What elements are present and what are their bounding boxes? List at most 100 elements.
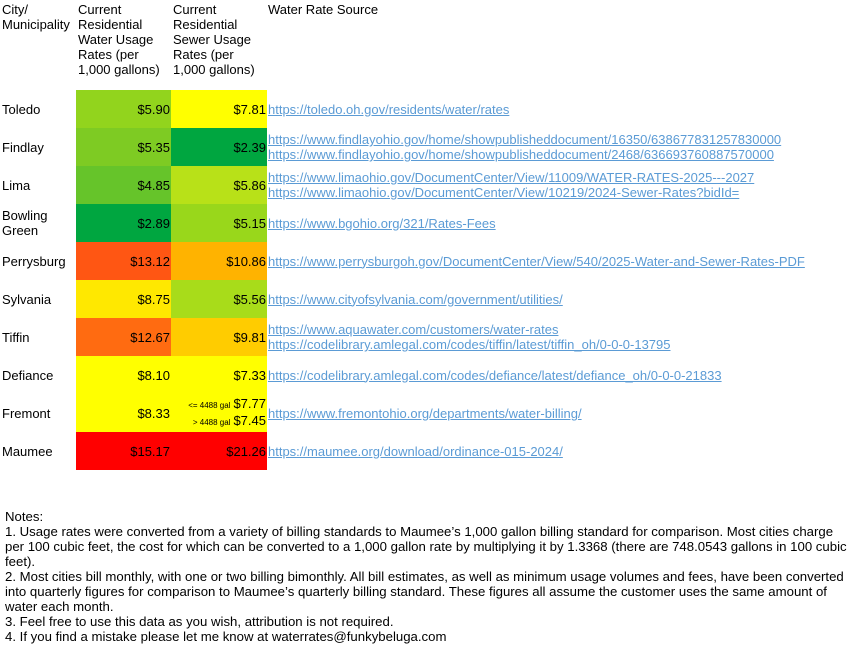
city-name-text: Bowling Green <box>2 208 48 238</box>
city-name-line: Findlay <box>2 139 44 155</box>
city-name-text: Maumee <box>2 444 53 459</box>
source-link[interactable]: https://www.limaohio.gov/DocumentCenter/… <box>268 185 740 200</box>
water-rate-cell: $8.10 <box>76 356 171 394</box>
sewer-tier-value: $7.77 <box>233 396 266 411</box>
city-name-line: Sylvania <box>2 291 52 307</box>
city-name-text: Lima <box>2 178 30 193</box>
header-water-rate: Current Residential Water Usage Rates (per 1… <box>78 2 160 77</box>
water-rate-cell: $15.17 <box>76 432 171 470</box>
source-links: https://www.aquawater.com/customers/wate… <box>268 318 671 356</box>
header-line: 1,000 gallons) <box>173 62 255 77</box>
table-row: Lima $4.85 $5.86 https://www.limaohio.gov/D… <box>0 166 858 204</box>
sewer-tier-label: <= 4488 gal <box>188 401 231 410</box>
city-name-line: Lima <box>2 177 31 193</box>
source-links: https://www.findlayohio.gov/home/showpub… <box>268 128 781 166</box>
city-name: Perrysburg <box>2 242 76 280</box>
table-row: Perrysburg $13.12 $10.86 https://www.perrys… <box>0 242 858 280</box>
city-name-line: Perrysburg <box>2 253 66 269</box>
city-name: Toledo <box>2 90 76 128</box>
city-name-line: Green <box>2 223 39 238</box>
header-sewer-rate: Current Residential Sewer Usage Rates (per 1… <box>173 2 255 77</box>
header-line: Residential <box>173 17 238 32</box>
source-link[interactable]: https://maumee.org/download/ordinance-01… <box>268 443 563 459</box>
sewer-rate-cell: $5.15 <box>171 204 267 242</box>
city-name: Fremont <box>2 394 76 432</box>
sewer-tier: <= 4488 gal $7.77 <box>188 396 266 413</box>
sewer-rate-cell: $7.81 <box>171 90 267 128</box>
header-line: Sewer Usage <box>173 32 252 47</box>
city-name-text: Tiffin <box>2 330 29 345</box>
source-link[interactable]: https://www.bgohio.org/321/Rates-Fees <box>268 215 496 231</box>
table-row: Findlay $5.35 $2.39 https://www.findlayohio… <box>0 128 858 166</box>
header-line: Residential <box>78 17 143 32</box>
city-name: Sylvania <box>2 280 76 318</box>
source-links: https://toledo.oh.gov/residents/water/ra… <box>268 90 509 128</box>
source-link[interactable]: https://www.aquawater.com/customers/wate… <box>268 322 559 337</box>
table-row: Sylvania $8.75 $5.56 https://www.cityofsylv… <box>0 280 858 318</box>
header-line: Current <box>173 2 217 17</box>
source-link[interactable]: https://codelibrary.amlegal.com/codes/de… <box>268 367 722 383</box>
sewer-tier-list: <= 4488 gal $7.77 > 4488 gal $7.45 <box>188 396 266 430</box>
note-line: 2. Most cities bill monthly, with one or… <box>5 569 844 614</box>
header-source: Water Rate Source <box>268 2 378 17</box>
city-name-line: Maumee <box>2 443 53 459</box>
note-line: 3. Feel free to use this data as you wis… <box>5 614 394 629</box>
water-rate-cell: $2.89 <box>76 204 171 242</box>
sewer-rate-cell: <= 4488 gal $7.77 > 4488 gal $7.45 <box>171 394 267 432</box>
city-name-text: Fremont <box>2 406 50 421</box>
city-name: Lima <box>2 166 76 204</box>
header-line: Water Usage <box>78 32 154 47</box>
header-line: 1,000 gallons) <box>78 62 160 77</box>
table-row: Toledo $5.90 $7.81 https://toledo.oh.gov/re… <box>0 90 858 128</box>
sewer-tier: > 4488 gal $7.45 <box>193 413 266 430</box>
source-link[interactable]: https://www.findlayohio.gov/home/showpub… <box>268 132 782 147</box>
sewer-rate-cell: $21.26 <box>171 432 267 470</box>
city-name-line: Fremont <box>2 405 51 421</box>
header-line: City/ <box>2 2 28 17</box>
sewer-rate-cell: $5.86 <box>171 166 267 204</box>
city-name-line: Defiance <box>2 367 54 383</box>
city-name-text: Findlay <box>2 140 44 155</box>
note-line: 4. If you find a mistake please let me k… <box>5 629 447 644</box>
source-link[interactable]: https://toledo.oh.gov/residents/water/ra… <box>268 101 510 117</box>
city-name: Findlay <box>2 128 76 166</box>
sewer-tier-value: $7.45 <box>233 413 266 428</box>
city-name: Bowling Green <box>2 204 76 242</box>
source-link[interactable]: https://www.limaohio.gov/DocumentCenter/… <box>268 170 755 185</box>
water-rate-cell: $5.90 <box>76 90 171 128</box>
source-links: https://www.perrysburgoh.gov/DocumentCen… <box>268 242 805 280</box>
table-row: Maumee $15.17 $21.26 https://maumee.org/dow… <box>0 432 858 470</box>
sewer-rate-cell: $5.56 <box>171 280 267 318</box>
source-links: https://maumee.org/download/ordinance-01… <box>268 432 563 470</box>
city-name-text: Toledo <box>2 102 40 117</box>
header-line: Municipality <box>2 17 70 32</box>
sewer-rate-cell: $10.86 <box>171 242 267 280</box>
header-line: Rates (per <box>173 47 234 62</box>
water-rate-cell: $5.35 <box>76 128 171 166</box>
source-link[interactable]: https://www.findlayohio.gov/home/showpub… <box>268 147 774 162</box>
water-rate-cell: $8.75 <box>76 280 171 318</box>
table-row: Defiance $8.10 $7.33 https://codelibrary.am… <box>0 356 858 394</box>
sewer-rate-cell: $7.33 <box>171 356 267 394</box>
source-link[interactable]: https://www.cityofsylvania.com/governmen… <box>268 291 563 307</box>
note-line: 1. Usage rates were converted from a var… <box>5 524 847 569</box>
source-link[interactable]: https://www.fremontohio.org/departments/… <box>268 405 582 421</box>
source-links: https://www.bgohio.org/321/Rates-Fees <box>268 204 496 242</box>
source-links: https://codelibrary.amlegal.com/codes/de… <box>268 356 722 394</box>
water-rate-cell: $12.67 <box>76 318 171 356</box>
source-link[interactable]: https://codelibrary.amlegal.com/codes/ti… <box>268 337 671 352</box>
header-line: Current <box>78 2 122 17</box>
source-link[interactable]: https://www.perrysburgoh.gov/DocumentCen… <box>268 253 805 269</box>
notes: Notes: 1. Usage rates were converted from… <box>5 509 850 644</box>
sewer-tier-label: > 4488 gal <box>192 418 231 427</box>
note-line: Notes: <box>5 509 44 524</box>
water-rate-cell: $13.12 <box>76 242 171 280</box>
city-name: Tiffin <box>2 318 76 356</box>
city-name-text: Sylvania <box>2 292 51 307</box>
header-line: Rates (per <box>78 47 139 62</box>
city-name-text: Perrysburg <box>2 254 66 269</box>
sewer-rate-cell: $2.39 <box>171 128 267 166</box>
city-name-text: Defiance <box>2 368 53 383</box>
city-name-line: Bowling <box>2 208 48 223</box>
city-name-line: Toledo <box>2 101 41 117</box>
